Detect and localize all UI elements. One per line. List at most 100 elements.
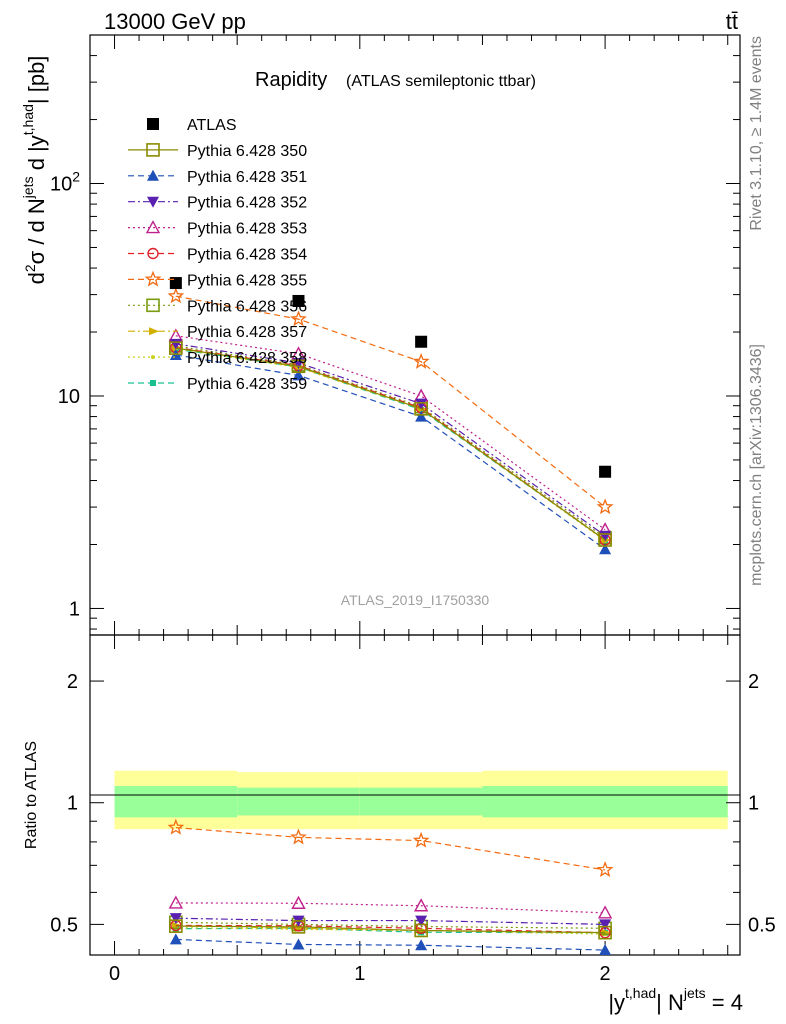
series-line (175, 348, 606, 541)
ratio-line (175, 921, 606, 929)
legend: ATLAS Pythia 6.428 350 Pythia 6.428 351 Pyt… (128, 117, 307, 393)
ratio-point (292, 938, 305, 950)
legend-marker (146, 298, 160, 313)
legend-label: Pythia 6.428 359 (187, 376, 307, 393)
data-point (598, 533, 612, 547)
legend-label: Pythia 6.428 353 (187, 221, 307, 238)
ratio-series-pythia-6-428-353 (168, 895, 613, 919)
legend-label: Pythia 6.428 351 (187, 169, 307, 186)
ratio-y-axis-label: Ratio to ATLAS (23, 741, 40, 849)
series-line (175, 346, 606, 541)
ratio-point (414, 923, 428, 938)
ratio-point (167, 818, 185, 835)
ratio-series-pythia-6-428-350 (169, 919, 612, 940)
main-series-pythia-6-428-352 (169, 338, 612, 542)
data-point (414, 402, 428, 416)
ratio-point (415, 915, 428, 927)
ratio-point (599, 919, 612, 931)
legend-marker (146, 143, 160, 157)
series-line (175, 343, 606, 537)
ratio-inner-band (359, 787, 483, 816)
ratio-point (291, 895, 306, 909)
legend-marker (147, 169, 159, 181)
ratio-point (169, 933, 182, 945)
ratio-series-pythia-6-428-355 (167, 818, 614, 878)
ratio-y-tick-label-right: 2 (748, 671, 759, 693)
data-point (292, 369, 305, 381)
ratio-line (175, 926, 606, 935)
legend-marker (145, 220, 161, 234)
ratio-line (175, 902, 606, 914)
series-line (175, 347, 606, 541)
ratio-point (291, 920, 306, 934)
main-series-pythia-6-428-351 (169, 348, 612, 555)
main-series-atlas (169, 277, 612, 478)
main-y-tick-label: 10 (58, 386, 80, 408)
x-axis-label: |yt,had| Njets = 4 (608, 985, 743, 1015)
ratio-y-tick-label-right: 1 (748, 793, 759, 815)
ratio-point (413, 898, 429, 912)
chart-subtitle-text: (ATLAS semileptonic ttbar) (346, 73, 536, 90)
rivet-label: Rivet 3.1.10, ≥ 1.4M events (748, 36, 765, 231)
ratio-y-tick-label-left: 0.5 (50, 914, 78, 936)
ratio-point (598, 925, 612, 940)
legend-label: Pythia 6.428 357 (187, 324, 307, 341)
legend-entry: Pythia 6.428 350 (128, 143, 307, 160)
ratio-uncertainty-bands (114, 770, 728, 830)
data-point (599, 543, 612, 555)
main-series-pythia-6-428-357 (171, 343, 612, 544)
ratio-line (175, 925, 606, 934)
ratio-point (412, 831, 430, 848)
series-line (175, 335, 606, 531)
legend-marker (151, 355, 155, 360)
ratio-point (169, 913, 182, 925)
legend-marker (147, 118, 159, 130)
ratio-y-tick-label-left: 2 (67, 671, 78, 693)
data-point (412, 352, 430, 369)
data-point (415, 398, 428, 410)
data-point (169, 277, 182, 290)
legend-label: Pythia 6.428 354 (187, 247, 307, 264)
legend-label: Pythia 6.428 356 (187, 298, 307, 315)
main-y-axis-label: d2σ / d Njets d |yt,had| [pb] (20, 56, 49, 285)
legend-marker (149, 327, 159, 336)
analysis-label: ATLAS_2019_I1750330 (341, 592, 490, 608)
ratio-inner-band (237, 787, 360, 816)
legend-label: Pythia 6.428 358 (187, 350, 307, 367)
legend-marker (144, 270, 162, 287)
ratio-frame (89, 634, 741, 956)
data-point (596, 498, 614, 515)
ratio-line (175, 917, 606, 925)
legend-entry: Pythia 6.428 351 (128, 169, 307, 186)
data-point (415, 335, 428, 348)
data-point (292, 294, 305, 307)
ratio-line (175, 924, 606, 934)
chart-title: Rapidity (ATLAS semileptonic ttbar) (255, 69, 536, 91)
ratio-y-tick-label-right: 0.5 (748, 914, 776, 936)
main-series-pythia-6-428-355 (167, 287, 614, 515)
ratio-series-layer (167, 818, 614, 955)
x-tick-label: 1 (354, 963, 365, 985)
data-point (167, 287, 185, 304)
source-label: mcplots.cern.ch [arXiv:1306.3436] (748, 344, 765, 586)
ratio-point (599, 944, 612, 955)
ratio-point (597, 905, 613, 919)
x-tick-label: 0 (109, 963, 120, 985)
legend-entry: Pythia 6.428 357 (128, 324, 307, 341)
ratio-inner-band (482, 785, 728, 818)
legend-entry: Pythia 6.428 355 (128, 270, 307, 289)
series-line (175, 295, 606, 508)
legend-label: Pythia 6.428 355 (187, 272, 307, 289)
legend-entry: Pythia 6.428 352 (128, 195, 307, 212)
main-series-layer (167, 277, 614, 555)
data-point (290, 310, 307, 327)
ratio-inner-band (114, 785, 238, 818)
series-line (175, 354, 606, 550)
energy-label: 13000 GeV pp (104, 9, 246, 34)
legend-entry: Pythia 6.428 359 (128, 376, 307, 393)
main-series-pythia-6-428-356 (169, 339, 612, 545)
legend-marker (147, 247, 159, 260)
ratio-y-tick-label-left: 1 (67, 793, 78, 815)
legend-entry: ATLAS (147, 117, 237, 134)
